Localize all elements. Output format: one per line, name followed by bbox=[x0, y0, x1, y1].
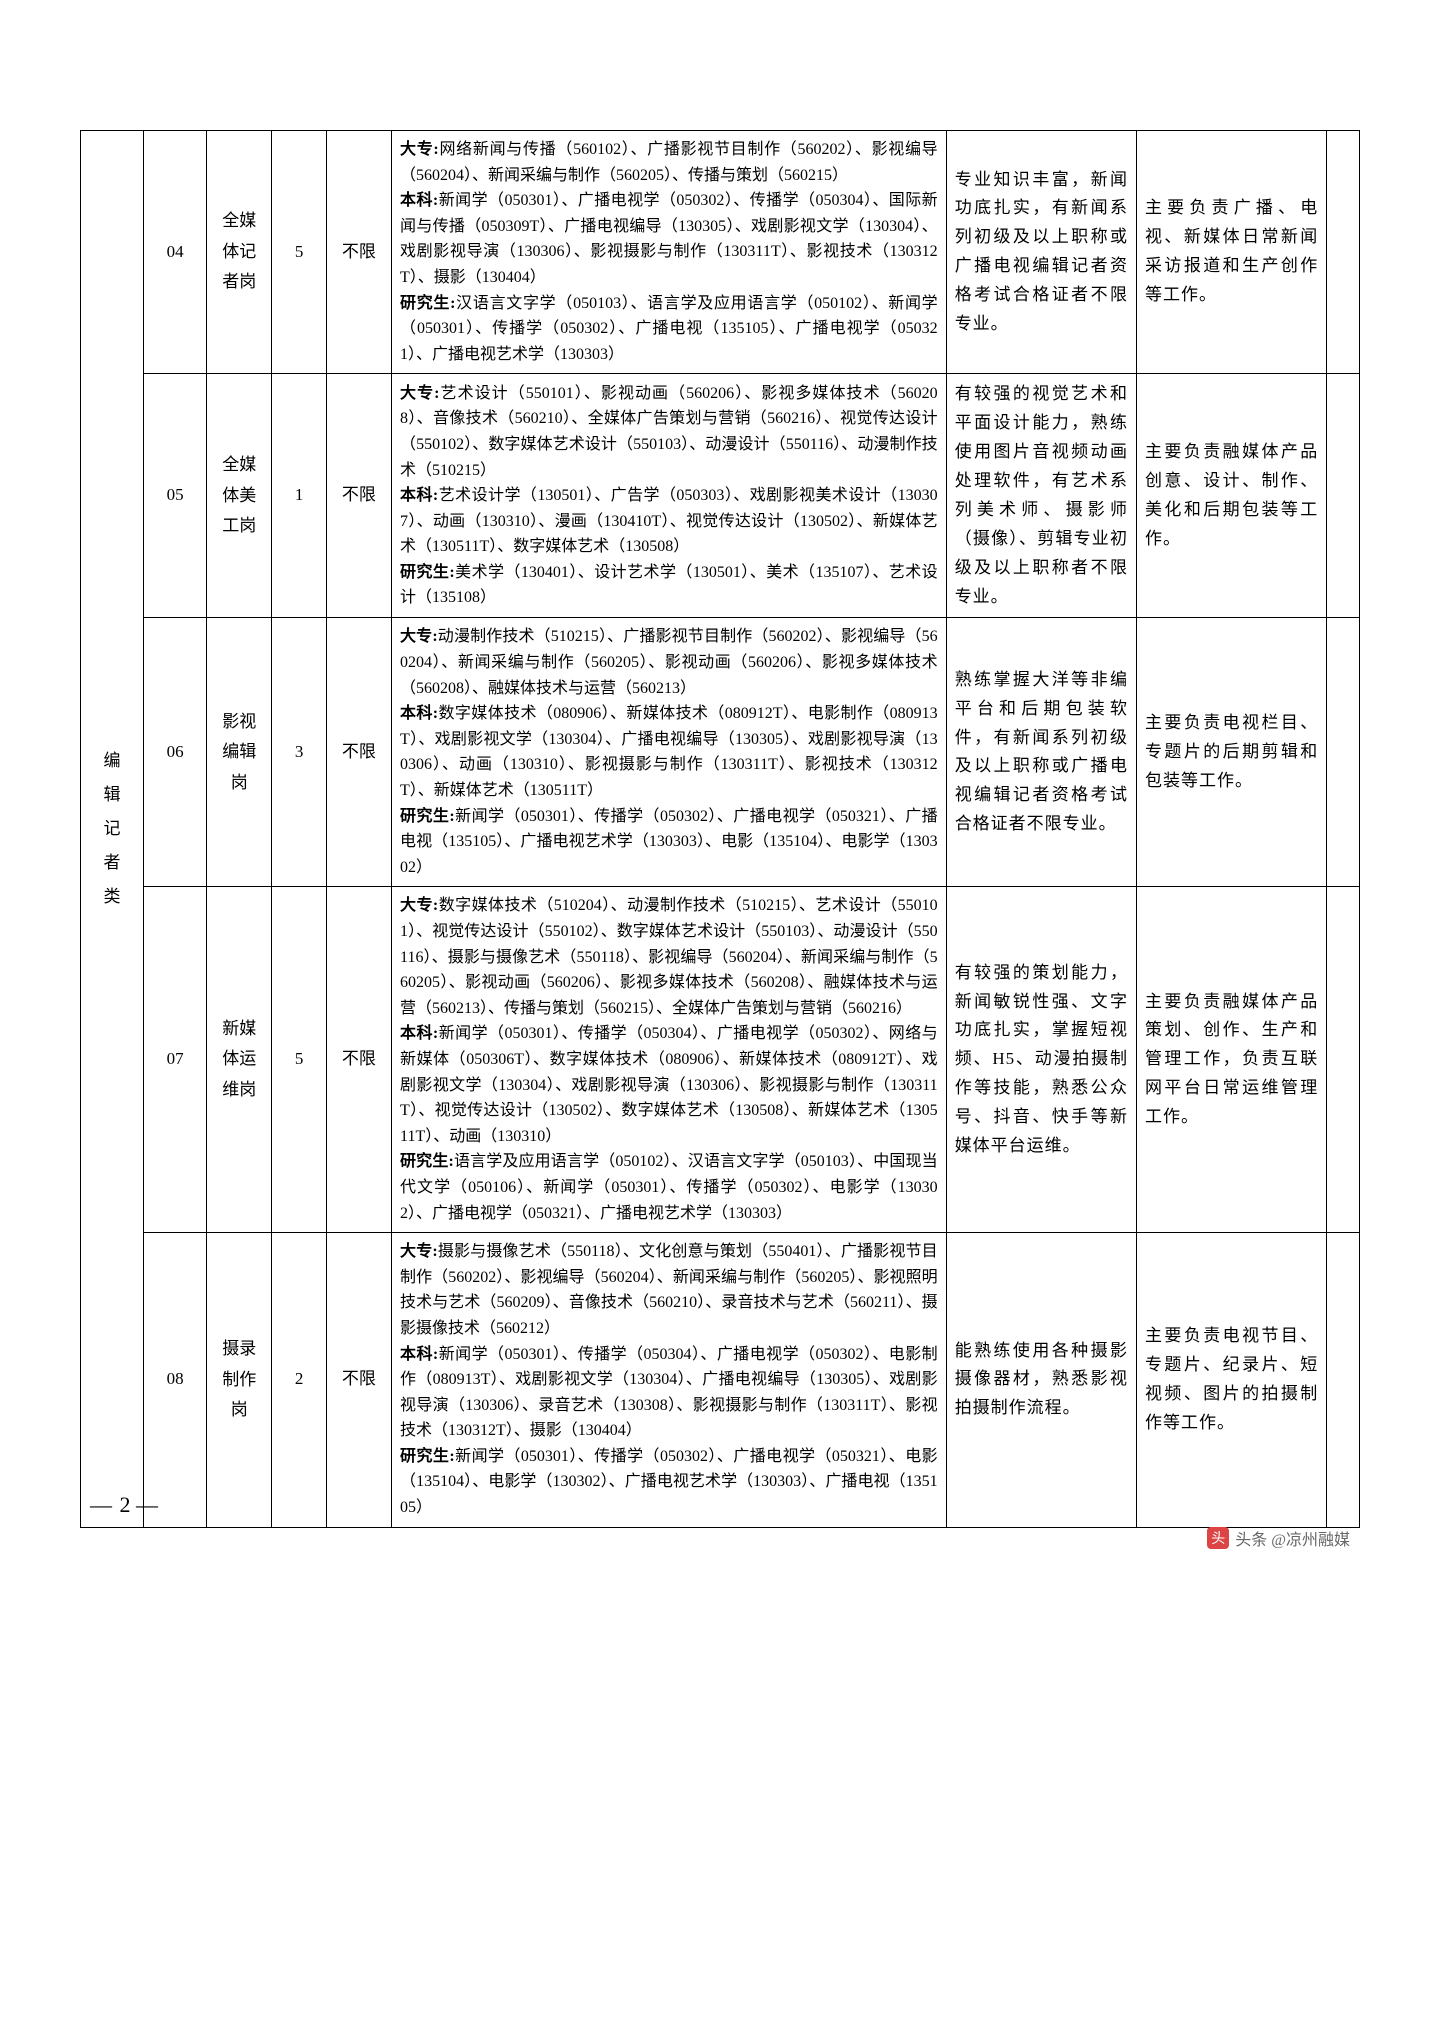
recruitment-table: 编 辑 记 者 类04全媒体记者岗5不限大专:网络新闻与传播（560102）、广… bbox=[80, 130, 1360, 1528]
requirement-cell: 能熟练使用各种摄影摄像器材，熟悉影视拍摄制作流程。 bbox=[946, 1233, 1136, 1528]
major-cell: 大专:摄影与摄像艺术（550118）、文化创意与策划（550401）、广播影视节… bbox=[392, 1233, 947, 1528]
code-cell: 07 bbox=[144, 887, 207, 1233]
duty-cell: 主要负责融媒体产品创意、设计、制作、美化和后期包装等工作。 bbox=[1137, 374, 1327, 618]
major-cell: 大专:艺术设计（550101）、影视动画（560206）、影视多媒体技术（560… bbox=[392, 374, 947, 618]
code-cell: 05 bbox=[144, 374, 207, 618]
requirement-cell: 有较强的视觉艺术和平面设计能力，熟练使用图片音视频动画处理软件，有艺术系列美术师… bbox=[946, 374, 1136, 618]
limit-cell: 不限 bbox=[326, 1233, 391, 1528]
num-cell: 3 bbox=[272, 618, 326, 887]
code-cell: 04 bbox=[144, 131, 207, 374]
duty-cell: 主要负责广播、电视、新媒体日常新闻采访报道和生产创作等工作。 bbox=[1137, 131, 1327, 374]
duty-cell: 主要负责电视栏目、专题片的后期剪辑和包装等工作。 bbox=[1137, 618, 1327, 887]
limit-cell: 不限 bbox=[326, 374, 391, 618]
duty-cell: 主要负责融媒体产品策划、创作、生产和管理工作，负责互联网平台日常运维管理工作。 bbox=[1137, 887, 1327, 1233]
requirement-cell: 熟练掌握大洋等非编平台和后期包装软件，有新闻系列初级及以上职称或广播电视编辑记者… bbox=[946, 618, 1136, 887]
major-cell: 大专:网络新闻与传播（560102）、广播影视节目制作（560202）、影视编导… bbox=[392, 131, 947, 374]
toutiao-icon: 头 bbox=[1207, 1527, 1229, 1549]
code-cell: 06 bbox=[144, 618, 207, 887]
table-row: 08摄录制作岗2不限大专:摄影与摄像艺术（550118）、文化创意与策划（550… bbox=[81, 1233, 1360, 1528]
major-cell: 大专:动漫制作技术（510215）、广播影视节目制作（560202）、影视编导（… bbox=[392, 618, 947, 887]
empty-cell bbox=[1327, 1233, 1360, 1528]
limit-cell: 不限 bbox=[326, 887, 391, 1233]
empty-cell bbox=[1327, 131, 1360, 374]
table-row: 06影视编辑岗3不限大专:动漫制作技术（510215）、广播影视节目制作（560… bbox=[81, 618, 1360, 887]
post-cell: 全媒体美工岗 bbox=[207, 374, 272, 618]
table-row: 07新媒体运维岗5不限大专:数字媒体技术（510204）、动漫制作技术（5102… bbox=[81, 887, 1360, 1233]
post-cell: 摄录制作岗 bbox=[207, 1233, 272, 1528]
post-cell: 全媒体记者岗 bbox=[207, 131, 272, 374]
num-cell: 2 bbox=[272, 1233, 326, 1528]
requirement-cell: 专业知识丰富，新闻功底扎实，有新闻系列初级及以上职称或广播电视编辑记者资格考试合… bbox=[946, 131, 1136, 374]
limit-cell: 不限 bbox=[326, 131, 391, 374]
requirement-cell: 有较强的策划能力，新闻敏锐性强、文字功底扎实，掌握短视频、H5、动漫拍摄制作等技… bbox=[946, 887, 1136, 1233]
watermark: 头 头条 @凉州融媒 bbox=[1207, 1526, 1350, 1550]
page-number: — 2 — bbox=[90, 1492, 160, 1518]
empty-cell bbox=[1327, 887, 1360, 1233]
limit-cell: 不限 bbox=[326, 618, 391, 887]
category-cell: 编 辑 记 者 类 bbox=[81, 131, 144, 1528]
duty-cell: 主要负责电视节目、专题片、纪录片、短视频、图片的拍摄制作等工作。 bbox=[1137, 1233, 1327, 1528]
post-cell: 影视编辑岗 bbox=[207, 618, 272, 887]
major-cell: 大专:数字媒体技术（510204）、动漫制作技术（510215）、艺术设计（55… bbox=[392, 887, 947, 1233]
code-cell: 08 bbox=[144, 1233, 207, 1528]
num-cell: 5 bbox=[272, 887, 326, 1233]
num-cell: 5 bbox=[272, 131, 326, 374]
post-cell: 新媒体运维岗 bbox=[207, 887, 272, 1233]
empty-cell bbox=[1327, 618, 1360, 887]
num-cell: 1 bbox=[272, 374, 326, 618]
table-row: 编 辑 记 者 类04全媒体记者岗5不限大专:网络新闻与传播（560102）、广… bbox=[81, 131, 1360, 374]
table-row: 05全媒体美工岗1不限大专:艺术设计（550101）、影视动画（560206）、… bbox=[81, 374, 1360, 618]
empty-cell bbox=[1327, 374, 1360, 618]
